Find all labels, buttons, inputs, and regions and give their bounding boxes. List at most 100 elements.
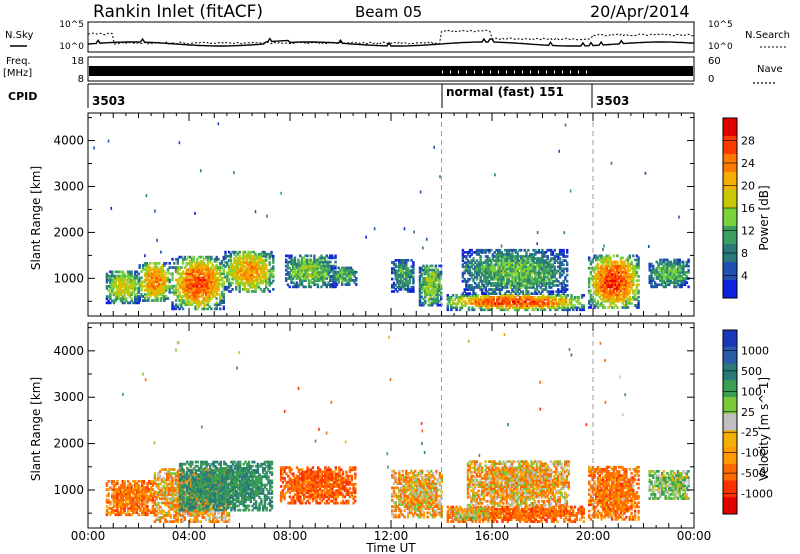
velocity-cell-0 (126, 484, 130, 487)
power-cell-10 (614, 264, 617, 268)
power-cell-0 (109, 282, 112, 286)
power-cell-10 (603, 266, 607, 270)
power-cell-2 (203, 282, 206, 286)
power-cell-10 (589, 304, 593, 307)
power-cell-3 (265, 285, 268, 289)
velocity-cell-0 (153, 480, 156, 483)
power-cell-10 (619, 262, 623, 266)
power-cell-11 (671, 268, 674, 272)
power-cell-4 (318, 258, 321, 262)
power-cell-3 (256, 261, 259, 264)
power-cell-9 (553, 275, 556, 279)
power-cell-3 (243, 250, 247, 254)
power-cell-10 (618, 285, 621, 289)
power-cell-5 (342, 272, 346, 276)
power-cell-9 (493, 267, 496, 271)
power-cell-3 (250, 265, 254, 268)
power-cell-8 (448, 302, 451, 305)
power-cell-10 (626, 268, 630, 272)
power-cell-4 (315, 264, 318, 268)
power-cell-11 (666, 266, 669, 270)
power-cell-7 (436, 270, 439, 274)
power-cell-9 (558, 253, 562, 256)
power-cell-9 (481, 273, 484, 277)
power-cell-8 (556, 304, 559, 307)
power-cell-8 (478, 300, 481, 303)
power-cell-2 (196, 299, 199, 302)
velocity-cell-0 (146, 500, 149, 504)
power-cell-3 (238, 263, 241, 266)
power-cell-10 (623, 260, 626, 264)
power-cell-11 (650, 281, 653, 284)
power-cell-4 (304, 254, 307, 258)
power-cell-8 (490, 298, 494, 301)
power-cell-0 (119, 280, 123, 284)
power-cell-10 (623, 271, 626, 274)
velocity-cell-0 (111, 509, 114, 512)
power-cell-3 (257, 261, 261, 264)
power-cell-2 (219, 307, 222, 311)
power-cell-5 (341, 279, 344, 282)
power-cell-0 (137, 280, 140, 284)
power-cell-2 (212, 278, 215, 282)
power-cell-6 (398, 267, 401, 270)
power-cell-7 (429, 264, 432, 268)
power-cell-9 (511, 251, 514, 254)
power-cell-6 (410, 271, 413, 275)
velocity-cell-1 (169, 516, 172, 519)
velocity-cell-0 (149, 486, 153, 489)
power-cell-0 (116, 285, 119, 288)
power-cell-9 (514, 248, 518, 252)
power-cell-11 (655, 266, 658, 270)
velocity-cell-1 (157, 484, 160, 488)
power-cell-8 (522, 302, 525, 305)
power-cell-4 (299, 260, 302, 264)
power-cell-4 (334, 260, 337, 264)
power-cell-9 (504, 292, 507, 295)
velocity-cell-1 (169, 480, 172, 484)
power-cell-3 (229, 283, 233, 287)
power-cell-10 (589, 271, 593, 274)
power-cell-9 (514, 273, 518, 277)
power-cell-8 (533, 296, 536, 299)
power-cell-1 (142, 299, 145, 302)
power-cell-9 (484, 273, 488, 277)
power-cell-2 (187, 295, 190, 298)
velocity-cell-1 (155, 495, 158, 498)
power-cell-10 (588, 281, 591, 284)
power-cell-8 (511, 298, 515, 301)
power-cell-9 (461, 279, 465, 283)
power-cell-9 (564, 267, 567, 271)
power-cell-9 (491, 292, 495, 295)
power-cell-6 (398, 285, 401, 289)
velocity-cell-1 (153, 499, 157, 503)
power-cell-0 (116, 287, 119, 290)
power-cell-4 (322, 262, 325, 266)
velocity-cell-0 (123, 492, 126, 496)
power-cell-10 (596, 289, 600, 293)
power-cell-4 (309, 264, 313, 268)
power-cell-8 (480, 296, 483, 299)
power-cell-9 (550, 251, 553, 254)
power-cell-10 (600, 277, 603, 280)
velocity-cell-1 (160, 497, 164, 501)
power-cell-4 (327, 271, 330, 274)
power-cell-3 (270, 269, 273, 273)
power-cell-9 (532, 286, 535, 289)
velocity-cell-1 (155, 484, 158, 488)
power-cell-9 (521, 269, 525, 273)
power-cell-8 (522, 300, 525, 303)
power-cell-8 (496, 296, 499, 299)
power-cell-9 (550, 292, 553, 295)
power-cell-1 (154, 276, 157, 280)
power-cell-9 (495, 271, 498, 275)
power-cell-10 (605, 260, 608, 264)
power-cell-3 (261, 275, 264, 279)
power-cell-9 (484, 251, 488, 254)
power-cell-7 (432, 291, 436, 295)
power-cell-3 (247, 271, 250, 275)
power-cell-8 (549, 302, 552, 305)
power-cell-9 (537, 248, 541, 252)
power-cell-10 (605, 271, 608, 274)
power-cell-9 (481, 251, 484, 254)
